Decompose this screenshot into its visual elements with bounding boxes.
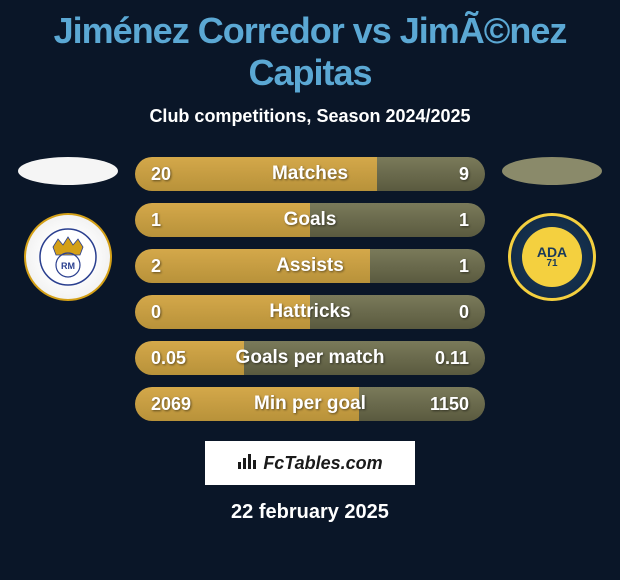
stat-label: Goals per match <box>236 347 385 369</box>
svg-text:RM: RM <box>61 261 75 271</box>
comparison-content: RM 20Matches91Goals12Assists10Hattricks0… <box>0 157 620 421</box>
fctables-watermark: FcTables.com <box>205 441 415 485</box>
chart-bars-icon <box>237 452 257 475</box>
right-team-badge: ADA 71 <box>522 227 582 287</box>
fctables-label: FcTables.com <box>263 453 382 474</box>
right-ellipse <box>502 157 602 185</box>
stat-value-right: 1150 <box>430 394 469 415</box>
stat-row: 20 Matches 9 <box>135 157 485 191</box>
stat-label: Assists <box>276 255 344 277</box>
stat-label: Hattricks <box>269 301 350 323</box>
stat-row: 2 Assists 1 <box>135 249 485 283</box>
stat-row: 2069 Min per goal 1150 <box>135 387 485 421</box>
comparison-date: 22 february 2025 <box>0 501 620 524</box>
left-team-logo: RM <box>24 213 112 301</box>
stat-label: Matches <box>272 163 348 185</box>
stat-value-left: 2 <box>151 256 161 277</box>
stat-value-right: 1 <box>459 256 469 277</box>
stat-value-left: 0.05 <box>151 348 186 369</box>
stat-value-right: 1 <box>459 210 469 231</box>
comparison-title: Jiménez Corredor vs JimÃ©nez Capitas <box>0 0 620 94</box>
stat-value-left: 20 <box>151 164 171 185</box>
stat-value-left: 0 <box>151 302 161 323</box>
right-badge-year: 71 <box>546 259 557 269</box>
stat-value-left: 1 <box>151 210 161 231</box>
stat-value-left: 2069 <box>151 394 191 415</box>
stats-container: 20 Matches 9 1 Goals 1 2 Assists 1 0 Hattricks 0 0.0… <box>135 157 485 421</box>
crown-crest-icon: RM <box>38 227 98 287</box>
right-team-logo: ADA 71 <box>508 213 596 301</box>
right-side: ADA 71 <box>497 157 607 301</box>
stat-value-right: 0 <box>459 302 469 323</box>
comparison-subtitle: Club competitions, Season 2024/2025 <box>0 106 620 127</box>
stat-row: 0 Hattricks 0 <box>135 295 485 329</box>
right-badge-text: ADA <box>537 245 567 259</box>
stat-value-right: 0.11 <box>435 348 469 369</box>
stat-value-right: 9 <box>459 164 469 185</box>
left-side: RM <box>13 157 123 301</box>
left-ellipse <box>18 157 118 185</box>
stat-label: Goals <box>284 209 337 231</box>
stat-label: Min per goal <box>254 393 366 415</box>
stat-row: 1 Goals 1 <box>135 203 485 237</box>
stat-row: 0.05 Goals per match 0.11 <box>135 341 485 375</box>
